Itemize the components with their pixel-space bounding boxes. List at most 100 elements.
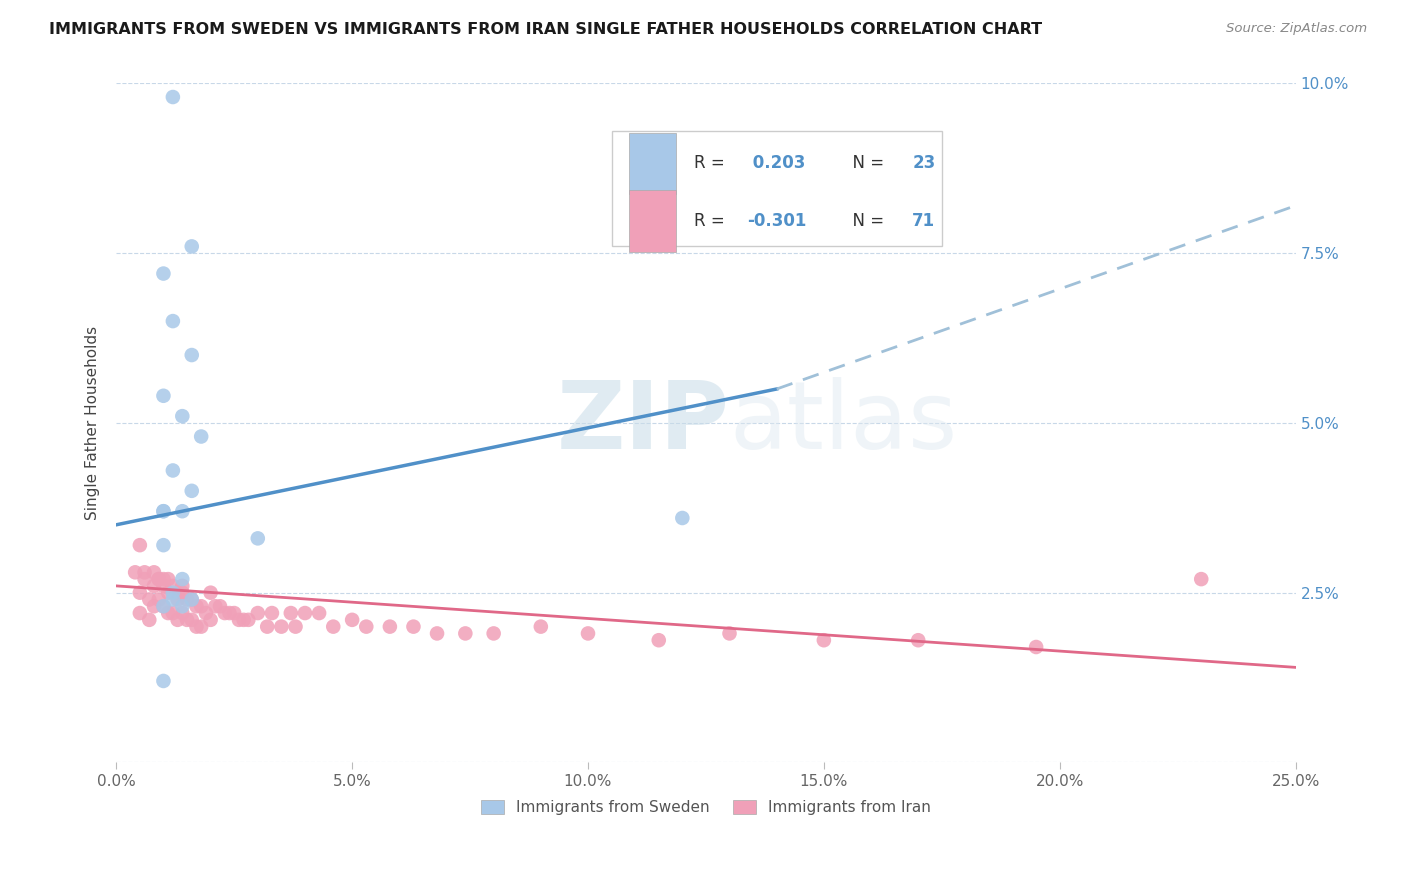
Point [454, 626, 477, 640]
Point [172, 504, 194, 518]
Point [128, 606, 150, 620]
Text: IMMIGRANTS FROM SWEDEN VS IMMIGRANTS FROM IRAN SINGLE FATHER HOUSEHOLDS CORRELAT: IMMIGRANTS FROM SWEDEN VS IMMIGRANTS FRO… [49, 22, 1042, 37]
Y-axis label: Single Father Households: Single Father Households [86, 326, 100, 520]
Text: -0.301: -0.301 [747, 212, 807, 230]
Point [128, 585, 150, 599]
Point [152, 538, 174, 552]
Point [148, 592, 170, 607]
Point [172, 599, 194, 614]
Point [194, 606, 217, 620]
Point [152, 267, 174, 281]
Point [648, 633, 671, 648]
Point [813, 633, 835, 648]
Point [162, 314, 184, 328]
Point [308, 606, 330, 620]
FancyBboxPatch shape [612, 131, 942, 246]
Point [180, 483, 202, 498]
Point [322, 620, 344, 634]
Legend: Immigrants from Sweden, Immigrants from Iran: Immigrants from Sweden, Immigrants from … [474, 792, 938, 822]
Point [238, 613, 260, 627]
Text: Source: ZipAtlas.com: Source: ZipAtlas.com [1226, 22, 1367, 36]
Point [1025, 640, 1047, 654]
Point [224, 606, 246, 620]
Point [209, 599, 232, 614]
Point [124, 566, 146, 580]
Point [152, 389, 174, 403]
Point [152, 504, 174, 518]
Point [162, 585, 184, 599]
Point [148, 572, 170, 586]
Point [232, 613, 254, 627]
Point [143, 566, 166, 580]
Bar [630, 133, 676, 194]
Point [172, 579, 194, 593]
Point [134, 572, 156, 586]
Point [162, 90, 184, 104]
Point [530, 620, 553, 634]
Point [138, 592, 160, 607]
Point [718, 626, 741, 640]
Point [157, 572, 180, 586]
Point [426, 626, 449, 640]
Point [200, 613, 222, 627]
Point [157, 606, 180, 620]
Text: 0.203: 0.203 [747, 154, 806, 172]
Point [907, 633, 929, 648]
Point [280, 606, 302, 620]
Point [180, 239, 202, 253]
Point [172, 409, 194, 424]
Point [218, 606, 240, 620]
Point [162, 463, 184, 477]
Point [152, 673, 174, 688]
Point [190, 599, 212, 614]
Point [482, 626, 505, 640]
Bar [630, 191, 676, 252]
Point [134, 566, 156, 580]
Point [190, 620, 212, 634]
Text: N =: N = [842, 154, 889, 172]
Point [152, 579, 174, 593]
Point [162, 606, 184, 620]
Point [356, 620, 378, 634]
Point [152, 599, 174, 614]
Point [378, 620, 401, 634]
Point [190, 429, 212, 443]
Point [1189, 572, 1212, 586]
Point [128, 538, 150, 552]
Point [186, 620, 208, 634]
Point [162, 579, 184, 593]
Point [172, 606, 194, 620]
Point [152, 504, 174, 518]
Point [294, 606, 316, 620]
Text: 23: 23 [912, 154, 935, 172]
Point [172, 585, 194, 599]
Point [671, 511, 693, 525]
Text: R =: R = [695, 212, 730, 230]
Text: R =: R = [695, 154, 730, 172]
Point [256, 620, 278, 634]
Point [270, 620, 292, 634]
Point [204, 599, 226, 614]
Point [143, 579, 166, 593]
Text: ZIP: ZIP [557, 377, 730, 469]
Point [143, 599, 166, 614]
Point [166, 613, 188, 627]
Point [214, 606, 236, 620]
Point [180, 348, 202, 362]
Point [228, 613, 250, 627]
Point [246, 532, 269, 546]
Point [260, 606, 283, 620]
Point [176, 613, 198, 627]
Point [138, 613, 160, 627]
Text: 71: 71 [912, 212, 935, 230]
Point [166, 592, 188, 607]
Point [246, 606, 269, 620]
Point [402, 620, 425, 634]
Point [172, 572, 194, 586]
Point [340, 613, 363, 627]
Point [180, 592, 202, 607]
Text: atlas: atlas [730, 377, 957, 469]
Point [200, 585, 222, 599]
Text: N =: N = [842, 212, 889, 230]
Point [152, 599, 174, 614]
